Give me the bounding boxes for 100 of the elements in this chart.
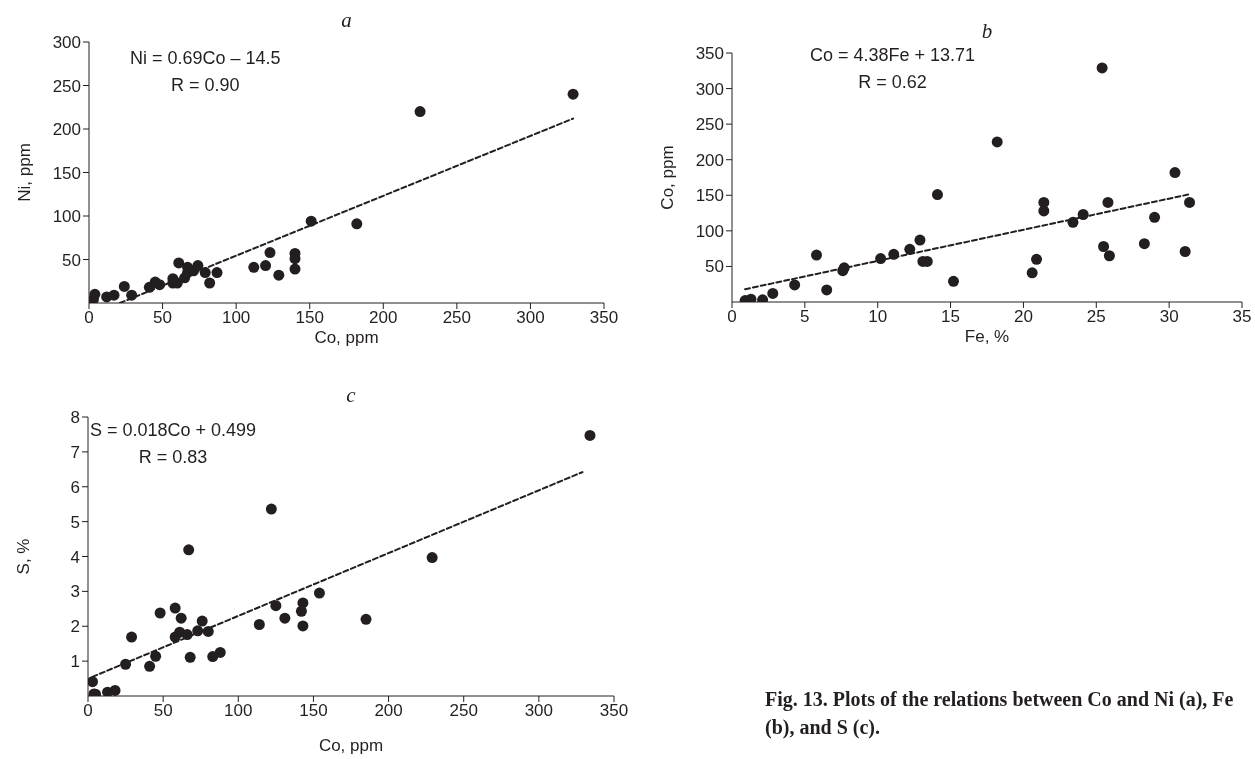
point bbox=[313, 587, 325, 599]
point bbox=[192, 625, 204, 637]
x-tick-label: 50 bbox=[153, 701, 173, 721]
point bbox=[811, 249, 823, 261]
point bbox=[991, 136, 1003, 148]
y-tick-label: 300 bbox=[695, 79, 724, 99]
y-tick-label: 300 bbox=[52, 33, 81, 53]
point bbox=[1138, 238, 1150, 250]
point bbox=[109, 684, 121, 696]
point bbox=[183, 544, 195, 556]
point bbox=[567, 88, 579, 100]
point bbox=[211, 267, 223, 279]
point bbox=[181, 629, 193, 641]
point bbox=[289, 263, 301, 275]
point bbox=[192, 260, 204, 272]
point bbox=[1096, 62, 1108, 74]
x-tick-label: 100 bbox=[224, 701, 253, 721]
x-tick-label: 250 bbox=[449, 701, 478, 721]
annotation: R = 0.83 bbox=[137, 446, 209, 469]
x-tick-label: 10 bbox=[868, 307, 888, 327]
point bbox=[1179, 245, 1191, 257]
y-tick-label: 100 bbox=[695, 221, 724, 241]
x-tick-label: 300 bbox=[524, 701, 554, 721]
y-tick-label: 8 bbox=[70, 408, 80, 428]
x-tick-label: 300 bbox=[516, 308, 545, 328]
point bbox=[305, 215, 317, 227]
x-tick-label: 350 bbox=[599, 701, 629, 721]
point bbox=[108, 289, 120, 301]
point bbox=[745, 293, 757, 302]
point bbox=[351, 218, 363, 230]
point bbox=[1038, 205, 1050, 217]
chart-title: c bbox=[345, 383, 357, 408]
point bbox=[1149, 211, 1161, 223]
point bbox=[414, 106, 426, 118]
y-tick-label: 4 bbox=[70, 547, 80, 567]
point bbox=[248, 261, 260, 273]
point bbox=[154, 279, 166, 291]
y-tick-label: 250 bbox=[695, 115, 724, 135]
point bbox=[360, 613, 372, 625]
point bbox=[1169, 167, 1181, 179]
annotation: R = 0.90 bbox=[170, 74, 241, 97]
point bbox=[175, 612, 187, 624]
point bbox=[89, 288, 101, 300]
point bbox=[947, 275, 959, 287]
y-tick-label: 7 bbox=[70, 442, 80, 462]
chart-title: b bbox=[980, 19, 994, 44]
y-tick-label: 1 bbox=[70, 652, 80, 672]
point bbox=[150, 650, 162, 662]
point bbox=[126, 289, 138, 301]
point bbox=[1067, 216, 1079, 228]
y-tick-label: 50 bbox=[62, 250, 81, 270]
point bbox=[204, 277, 216, 289]
point bbox=[196, 615, 208, 627]
point bbox=[260, 260, 272, 272]
y-axis-title: Ni, ppm bbox=[15, 143, 35, 202]
x-tick-label: 20 bbox=[1013, 307, 1033, 327]
x-tick-label: 0 bbox=[84, 308, 94, 328]
point bbox=[273, 269, 285, 281]
point bbox=[1077, 208, 1089, 220]
point bbox=[265, 503, 277, 515]
x-tick-label: 5 bbox=[800, 307, 810, 327]
x-tick-label: 0 bbox=[83, 701, 93, 721]
point bbox=[904, 243, 916, 255]
point bbox=[1102, 196, 1114, 208]
x-tick-label: 25 bbox=[1086, 307, 1106, 327]
point bbox=[821, 284, 833, 296]
point bbox=[767, 287, 779, 299]
x-tick-label: 350 bbox=[589, 308, 619, 328]
y-tick-label: 50 bbox=[705, 257, 724, 277]
x-tick-label: 50 bbox=[153, 308, 173, 328]
caption: Fig. 13. Plots of the relations between Co and Ni (a), Fe (b), and S (c). bbox=[765, 687, 1235, 741]
x-axis-title: Co, ppm bbox=[314, 328, 379, 347]
annotation: Co = 4.38Fe + 13.71 bbox=[810, 44, 976, 67]
x-tick-label: 30 bbox=[1159, 307, 1179, 327]
x-tick-label: 150 bbox=[299, 701, 328, 721]
chart-title: a bbox=[340, 8, 353, 33]
point bbox=[120, 658, 132, 670]
point bbox=[789, 279, 801, 291]
x-tick-label: 200 bbox=[374, 701, 403, 721]
point bbox=[1103, 250, 1115, 262]
point bbox=[154, 607, 166, 619]
point bbox=[199, 267, 211, 279]
point bbox=[202, 625, 214, 637]
point bbox=[1184, 196, 1196, 208]
y-tick-label: 350 bbox=[695, 44, 724, 64]
point bbox=[279, 612, 291, 624]
point bbox=[118, 280, 130, 292]
y-tick-label: 150 bbox=[695, 186, 724, 206]
point bbox=[297, 620, 309, 632]
point bbox=[426, 552, 438, 564]
y-tick-label: 100 bbox=[52, 207, 81, 227]
point bbox=[253, 619, 265, 631]
point bbox=[1026, 267, 1038, 279]
point bbox=[584, 429, 596, 441]
y-tick-label: 250 bbox=[52, 76, 81, 96]
y-tick-label: 5 bbox=[70, 512, 80, 532]
annotation: Ni = 0.69Co – 14.5 bbox=[130, 47, 281, 70]
y-tick-label: 2 bbox=[70, 617, 80, 637]
point bbox=[88, 676, 99, 688]
y-tick-label: 200 bbox=[695, 150, 724, 170]
